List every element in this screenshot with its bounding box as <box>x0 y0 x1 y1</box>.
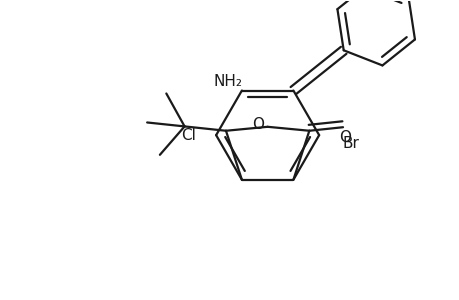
Text: O: O <box>251 117 263 132</box>
Text: O: O <box>338 130 350 145</box>
Text: NH₂: NH₂ <box>213 74 242 89</box>
Text: Br: Br <box>341 136 358 151</box>
Text: Cl: Cl <box>180 128 196 142</box>
